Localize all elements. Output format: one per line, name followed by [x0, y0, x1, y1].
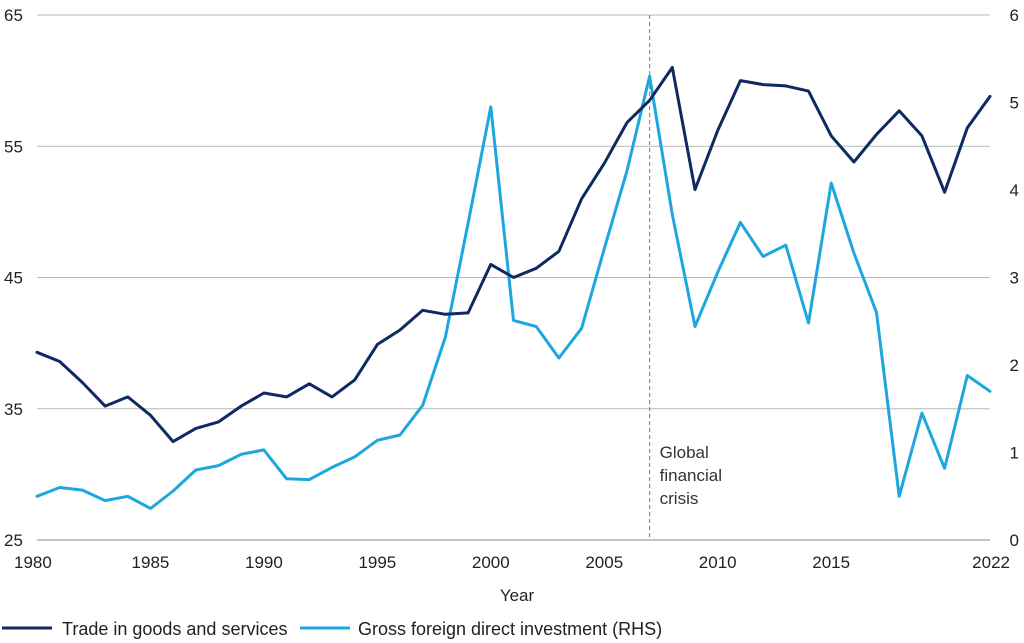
x-tick-label: 2010	[699, 553, 737, 572]
y-axis-left: 25 35 45 55 65	[4, 6, 23, 550]
series-line-fdi	[35, 74, 992, 510]
annotation-text: Global	[660, 443, 709, 462]
legend-label: Trade in goods and services	[62, 619, 287, 639]
annotation-text: financial	[660, 466, 722, 485]
x-tick-label: 1995	[358, 553, 396, 572]
y-axis-right: 0 1 2 3 4 5 6	[1010, 6, 1019, 550]
x-tick-label: 1990	[245, 553, 283, 572]
y-left-tick-label: 55	[4, 137, 23, 156]
x-axis: 1980 1985 1990 1995 2000 2005 2010 2015 2022	[14, 539, 1010, 572]
x-tick-label: 2000	[472, 553, 510, 572]
x-axis-title: Year	[500, 586, 535, 605]
series-line-trade	[35, 66, 992, 444]
y-left-tick-label: 65	[4, 6, 23, 25]
annotation-text: crisis	[660, 489, 699, 508]
y-left-tick-label: 25	[4, 531, 23, 550]
y-right-tick-label: 6	[1010, 6, 1019, 25]
legend-label: Gross foreign direct investment (RHS)	[358, 619, 662, 639]
y-right-tick-label: 0	[1010, 531, 1019, 550]
crisis-annotation: Global financial crisis	[649, 15, 722, 540]
y-right-tick-label: 4	[1010, 181, 1019, 200]
y-left-tick-label: 45	[4, 269, 23, 288]
y-right-tick-label: 5	[1010, 94, 1019, 113]
y-right-tick-label: 2	[1010, 356, 1019, 375]
x-tick-label: 2022	[972, 553, 1010, 572]
y-right-tick-label: 3	[1010, 269, 1019, 288]
x-tick-label: 2015	[812, 553, 850, 572]
series-lines	[35, 66, 992, 510]
y-right-tick-label: 1	[1010, 444, 1019, 463]
x-tick-label: 2005	[585, 553, 623, 572]
x-tick-label: 1985	[132, 553, 170, 572]
legend: Trade in goods and services Gross foreign…	[2, 619, 662, 639]
x-tick-label: 1980	[14, 553, 52, 572]
y-left-tick-label: 35	[4, 400, 23, 419]
